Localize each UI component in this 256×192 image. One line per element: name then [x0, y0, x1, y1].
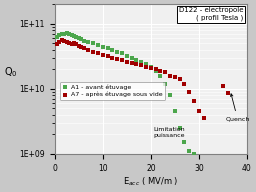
A1 - avant étuvage	[86, 41, 90, 44]
A7 - après étuvage sous vide	[139, 64, 143, 67]
A1 - avant étuvage	[144, 63, 148, 66]
A7 - après étuvage sous vide	[158, 69, 163, 72]
A1 - avant étuvage	[81, 39, 86, 42]
A1 - avant étuvage	[67, 33, 71, 36]
A1 - avant étuvage	[101, 45, 105, 48]
A1 - avant étuvage	[149, 65, 153, 68]
A1 - avant étuvage	[79, 38, 83, 41]
A1 - avant étuvage	[72, 35, 76, 38]
A7 - après étuvage sous vide	[81, 47, 86, 50]
A7 - après étuvage sous vide	[115, 57, 119, 60]
A7 - après étuvage sous vide	[86, 49, 90, 52]
A1 - avant étuvage	[62, 32, 66, 35]
A7 - après étuvage sous vide	[173, 76, 177, 79]
A1 - avant étuvage	[130, 56, 134, 59]
A7 - après étuvage sous vide	[55, 43, 59, 46]
A7 - après étuvage sous vide	[221, 84, 225, 88]
Legend: A1 - avant étuvage, A7 - après étuvage sous vide: A1 - avant étuvage, A7 - après étuvage s…	[60, 82, 165, 100]
A7 - après étuvage sous vide	[197, 110, 201, 113]
A1 - avant étuvage	[60, 32, 64, 35]
A7 - après étuvage sous vide	[74, 42, 78, 46]
Text: D122 - electropole
( profil Tesla ): D122 - electropole ( profil Tesla )	[179, 7, 243, 21]
A7 - après étuvage sous vide	[134, 63, 138, 66]
A7 - après étuvage sous vide	[79, 45, 83, 48]
A7 - après étuvage sous vide	[65, 40, 69, 43]
A1 - avant étuvage	[163, 82, 167, 85]
A1 - avant étuvage	[57, 33, 61, 36]
A1 - avant étuvage	[115, 50, 119, 53]
A1 - avant étuvage	[120, 52, 124, 55]
Text: Limitation
puissance: Limitation puissance	[153, 127, 185, 138]
A1 - avant étuvage	[77, 37, 81, 40]
A1 - avant étuvage	[125, 54, 129, 57]
A7 - après étuvage sous vide	[120, 58, 124, 61]
A7 - après étuvage sous vide	[149, 66, 153, 69]
A7 - après étuvage sous vide	[192, 99, 196, 103]
A7 - après étuvage sous vide	[72, 41, 76, 44]
A1 - avant étuvage	[55, 36, 59, 39]
A7 - après étuvage sous vide	[154, 68, 158, 71]
A7 - après étuvage sous vide	[178, 78, 182, 81]
A7 - après étuvage sous vide	[226, 92, 230, 95]
A7 - après étuvage sous vide	[91, 50, 95, 53]
A1 - avant étuvage	[158, 74, 163, 77]
A7 - après étuvage sous vide	[69, 42, 73, 46]
A7 - après étuvage sous vide	[60, 39, 64, 42]
A1 - avant étuvage	[139, 60, 143, 63]
A7 - après étuvage sous vide	[187, 90, 191, 93]
Y-axis label: Q$_0$: Q$_0$	[4, 65, 18, 79]
X-axis label: E$_{acc}$ ( MV/m ): E$_{acc}$ ( MV/m )	[123, 175, 178, 188]
A1 - avant étuvage	[65, 32, 69, 35]
A1 - avant étuvage	[154, 69, 158, 72]
A1 - avant étuvage	[168, 94, 172, 97]
A7 - après étuvage sous vide	[110, 56, 114, 59]
A7 - après étuvage sous vide	[168, 74, 172, 77]
A1 - avant étuvage	[173, 110, 177, 113]
A1 - avant étuvage	[110, 49, 114, 52]
A7 - après étuvage sous vide	[183, 82, 187, 85]
A1 - avant étuvage	[183, 141, 187, 144]
A7 - après étuvage sous vide	[105, 54, 110, 57]
A7 - après étuvage sous vide	[101, 54, 105, 57]
A7 - après étuvage sous vide	[163, 71, 167, 74]
A1 - avant étuvage	[134, 58, 138, 61]
A7 - après étuvage sous vide	[130, 61, 134, 65]
A1 - avant étuvage	[187, 150, 191, 153]
A1 - avant étuvage	[69, 34, 73, 37]
A1 - avant étuvage	[74, 35, 78, 38]
A7 - après étuvage sous vide	[96, 52, 100, 55]
A7 - après étuvage sous vide	[202, 117, 206, 120]
A7 - après étuvage sous vide	[62, 39, 66, 42]
A7 - après étuvage sous vide	[144, 65, 148, 68]
A7 - après étuvage sous vide	[125, 60, 129, 63]
A1 - avant étuvage	[96, 44, 100, 47]
A7 - après étuvage sous vide	[57, 41, 61, 44]
Text: Quench: Quench	[225, 94, 250, 121]
A1 - avant étuvage	[178, 126, 182, 129]
A7 - après étuvage sous vide	[67, 41, 71, 44]
A1 - avant étuvage	[192, 152, 196, 155]
A1 - avant étuvage	[91, 42, 95, 45]
A1 - avant étuvage	[105, 47, 110, 50]
A7 - après étuvage sous vide	[77, 44, 81, 47]
